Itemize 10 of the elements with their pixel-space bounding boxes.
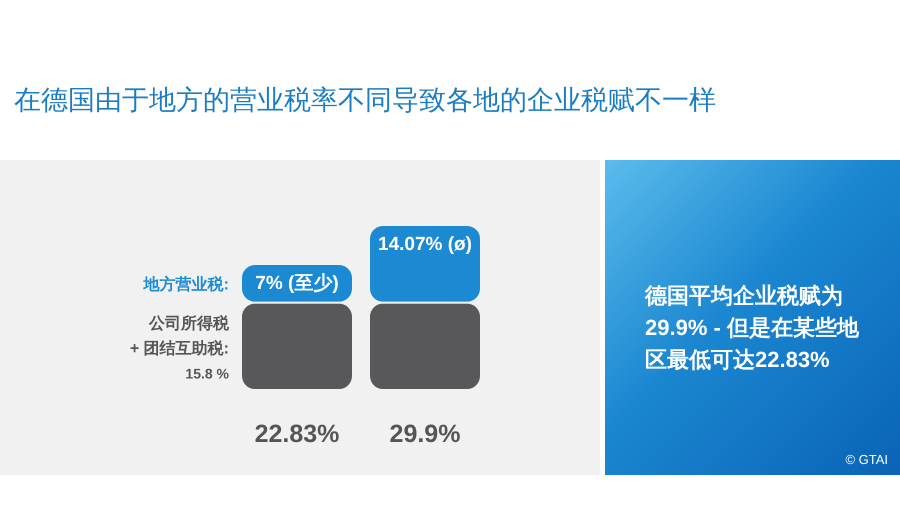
- series: 公司所得税 + 团结互助税: 15.8 %: [130, 302, 482, 391]
- title: 在德国由于地方的营业税率不同导致各地的企业税赋不一样: [14, 84, 716, 117]
- annotation: © GTAI: [845, 452, 888, 467]
- total-label: 29.9%: [390, 420, 460, 448]
- series-label: 公司所得税 + 团结互助税: 15.8 %: [130, 314, 230, 382]
- total-label: 22.83%: [254, 420, 340, 448]
- data-label: 7% (至少): [255, 272, 339, 294]
- data-label: 14.07% (ø): [378, 234, 472, 255]
- series-label: 地方营业税:: [142, 274, 229, 294]
- annotation: 德国平均企业税赋为29.9% - 但是在某些地区最低可达22.83%: [645, 282, 860, 374]
